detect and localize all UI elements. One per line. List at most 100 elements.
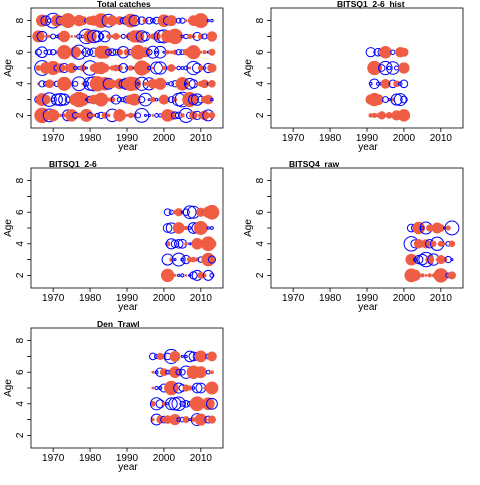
x-tick-label: 2010 (190, 293, 213, 304)
bubble-positive (66, 35, 70, 38)
bubble-positive (102, 17, 108, 24)
bubble-positive (112, 33, 120, 40)
panel-1: Total catches 1970 1980 1990 2000 2010 2 4 6 8 yea… (3, 0, 224, 153)
x-tick-label: 1990 (116, 453, 139, 464)
bubbles (403, 220, 460, 283)
panel-3: BITSQ1_2-6 1970 1980 1990 2000 2010 2 4 6 8 year Ag… (3, 159, 224, 313)
bubble-positive (159, 368, 168, 377)
bubble-positive (437, 240, 444, 247)
bubble-positive (398, 62, 410, 74)
bubble-negative (165, 238, 177, 250)
bubble-negative (399, 79, 409, 89)
bubble-positive (183, 225, 189, 231)
bubble-positive (127, 65, 134, 71)
bubble-negative (72, 80, 79, 87)
bubble-positive (151, 114, 155, 117)
bubble-negative (154, 50, 159, 54)
y-tick-label: 8 (255, 177, 266, 183)
bubble-negative (210, 226, 214, 230)
bubble-positive (169, 274, 173, 277)
x-tick-label: 1990 (356, 133, 379, 144)
bubble-negative (91, 30, 104, 43)
bubble-positive (197, 65, 204, 71)
bubble-positive (184, 19, 188, 23)
bubbles (365, 45, 411, 122)
bubble-positive (151, 370, 155, 374)
bubble-positive (385, 112, 393, 119)
bubble-negative (110, 94, 121, 105)
bubble-positive (448, 240, 456, 248)
bubble-negative (400, 95, 408, 104)
bubble-negative (191, 382, 203, 394)
y-tick-label: 2 (15, 112, 26, 118)
bubbles (160, 204, 220, 283)
bubble-negative (168, 81, 174, 87)
bubble-positive (58, 30, 70, 43)
x-axis-label: year (118, 302, 138, 313)
bubble-positive (162, 81, 166, 86)
bubble-negative (206, 19, 210, 23)
bubble-negative (135, 30, 148, 43)
y-tick-label: 4 (15, 241, 26, 247)
x-tick-label: 2000 (153, 293, 176, 304)
bubble-negative (175, 49, 182, 56)
bubble-negative (182, 208, 190, 216)
panel-title: Total catches (97, 0, 151, 9)
x-tick-label: 1980 (79, 133, 102, 144)
bubble-positive (199, 50, 203, 54)
y-axis-label: Age (3, 379, 14, 397)
bubble-positive (405, 253, 418, 266)
bubble-positive (203, 94, 214, 105)
bubble-negative (180, 273, 185, 278)
y-axis-label: Age (243, 219, 254, 237)
bubble-positive (106, 66, 111, 70)
bubble-positive (187, 33, 193, 39)
bubble-negative (176, 417, 182, 422)
bubble-positive (424, 273, 428, 277)
x-tick-label: 2010 (430, 293, 453, 304)
x-tick-label: 2000 (393, 133, 416, 144)
bubble-positive (123, 13, 138, 28)
bubble-negative (162, 50, 166, 54)
bubble-positive (125, 113, 129, 117)
bubble-positive (207, 239, 217, 249)
bubble-positive (393, 80, 400, 88)
bubble-negative (173, 258, 177, 262)
bubble-negative (105, 48, 113, 56)
bubble-positive (201, 397, 215, 411)
bubble-positive (437, 224, 445, 232)
x-tick-label: 1980 (79, 453, 102, 464)
bubble-negative (154, 97, 159, 102)
y-tick-label: 8 (15, 337, 26, 343)
bubble-positive (106, 113, 111, 118)
x-axis-label: year (358, 302, 378, 313)
bubble-positive (430, 240, 437, 247)
panel-4: BITSQ4_raw 1970 1980 1990 2000 2010 2 4 6 8 year Ag… (243, 159, 464, 313)
bubble-positive (65, 109, 78, 122)
bubble-positive (443, 242, 446, 246)
bubble-negative (420, 225, 425, 231)
bubble-negative (50, 93, 63, 106)
bubble-negative (94, 112, 101, 118)
bubble-positive (194, 49, 200, 55)
bubble-negative (175, 17, 182, 24)
x-tick-label: 2000 (153, 453, 176, 464)
y-tick-label: 4 (15, 81, 26, 87)
bubble-positive (58, 113, 63, 118)
y-axis-label: Age (3, 219, 14, 237)
bubble-negative (170, 111, 180, 120)
bubble-negative (162, 223, 173, 233)
bubble-negative (84, 66, 88, 70)
bubble-negative (390, 93, 403, 106)
x-tick-label: 1970 (42, 453, 65, 464)
bubble-negative (188, 242, 192, 246)
bubble-negative (378, 60, 393, 76)
bubble-positive (151, 417, 155, 422)
bubble-negative (149, 352, 157, 361)
bubble-positive (161, 65, 166, 71)
bubble-negative (442, 226, 447, 230)
x-tick-label: 1970 (282, 293, 305, 304)
bubble-negative (81, 47, 92, 57)
bubble-positive (204, 204, 220, 220)
